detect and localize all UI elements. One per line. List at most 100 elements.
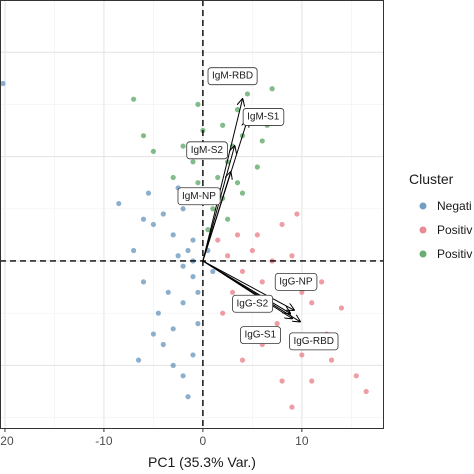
data-point	[274, 321, 280, 327]
data-point	[195, 289, 201, 295]
data-point	[190, 274, 196, 280]
data-point	[135, 357, 142, 363]
data-point	[309, 300, 315, 306]
x-axis: -20 -10 0 10 PC1 (35.3% Var.)	[0, 428, 309, 470]
data-point	[234, 180, 241, 186]
data-point	[160, 211, 166, 217]
data-point	[170, 232, 176, 238]
data-point	[180, 263, 186, 269]
legend-swatch	[419, 250, 427, 258]
loading-arrow-igg-rbd	[202, 260, 300, 322]
loading-label-text: IgM-S2	[191, 145, 224, 156]
loading-label-text: IgM-RBD	[212, 71, 253, 82]
data-point	[195, 321, 201, 327]
loading-label-text: IgG-NP	[279, 276, 313, 287]
data-point	[279, 378, 285, 384]
loading-label-igg-rbd: IgG-RBD	[289, 332, 339, 351]
data-point	[150, 331, 157, 337]
data-point	[338, 305, 345, 311]
data-point	[175, 253, 181, 259]
data-point	[165, 289, 171, 295]
loading-label-box	[274, 272, 318, 291]
data-point	[239, 268, 246, 275]
data-point	[180, 206, 186, 212]
loading-label-igm-s1: IgM-S1	[242, 108, 285, 126]
data-point	[299, 352, 305, 358]
data-point	[190, 237, 196, 243]
reference-lines	[0, 0, 384, 428]
data-point	[319, 279, 325, 285]
data-point	[225, 253, 231, 259]
data-point	[210, 206, 216, 212]
data-point	[363, 388, 369, 395]
data-point	[195, 180, 201, 186]
loading-label-box	[186, 141, 228, 160]
loading-label-box	[207, 67, 258, 86]
data-point	[195, 101, 201, 107]
panel-border	[0, 0, 384, 429]
data-point	[140, 216, 147, 222]
data-point	[244, 91, 251, 97]
data-point	[0, 80, 6, 87]
data-point	[205, 227, 211, 233]
data-point	[225, 216, 231, 222]
legend-title: Cluster	[409, 171, 454, 187]
data-point	[289, 253, 295, 259]
data-point	[150, 221, 157, 228]
data-point	[145, 190, 152, 196]
data-point	[180, 373, 186, 379]
x-axis-title: PC1 (35.3% Var.)	[148, 454, 256, 470]
data-point	[155, 310, 161, 316]
legend: Cluster Negati Positiv Positiv	[409, 171, 472, 261]
x-tick-label: -10	[95, 434, 113, 448]
loading-label-igg-np: IgG-NP	[274, 272, 318, 291]
data-point	[170, 362, 176, 368]
data-point	[353, 373, 359, 379]
legend-label: Negati	[437, 199, 472, 213]
data-point	[180, 143, 186, 149]
loading-label-box	[240, 326, 281, 344]
data-point	[220, 122, 226, 128]
loading-label-box	[232, 294, 274, 313]
loading-label-text: IgG-RBD	[293, 336, 334, 347]
data-point	[328, 357, 335, 363]
data-point	[229, 289, 236, 295]
loading-label-igm-s2: IgM-S2	[186, 141, 228, 160]
data-point	[249, 247, 255, 254]
loading-arrow-igm-np	[202, 172, 231, 262]
data-point	[234, 107, 241, 113]
data-point	[185, 394, 191, 400]
legend-swatch	[419, 226, 427, 234]
data-point	[170, 174, 176, 181]
loading-label-box	[177, 187, 221, 206]
loading-label-box	[242, 108, 285, 126]
legend-swatch	[419, 202, 427, 210]
data-point	[299, 289, 305, 295]
legend-label: Positiv	[437, 223, 472, 237]
data-point	[131, 96, 137, 102]
data-point	[215, 174, 221, 181]
data-point	[190, 352, 196, 358]
data-point	[259, 279, 265, 285]
loading-label-igm-np: IgM-NP	[177, 187, 221, 206]
x-tick-label: 10	[295, 434, 309, 448]
loading-label-text: IgM-NP	[182, 191, 216, 202]
data-point	[190, 159, 196, 165]
data-point	[254, 232, 260, 238]
data-point	[131, 247, 137, 254]
loading-arrows	[202, 99, 300, 322]
data-point	[140, 279, 147, 285]
data-point	[234, 232, 241, 238]
data-point	[210, 268, 216, 275]
data-point	[116, 200, 122, 207]
data-point	[180, 300, 186, 306]
data-point	[140, 133, 147, 139]
loading-label-text: IgG-S2	[237, 298, 269, 309]
loading-label-igm-rbd: IgM-RBD	[207, 67, 258, 86]
loading-label-text: IgM-S1	[247, 111, 280, 122]
loading-label-box	[289, 332, 339, 351]
data-point	[185, 247, 191, 254]
loading-labels: IgM-RBD IgM-S1 IgM-S2 IgM-NP IgG-NP IgG-S2 IgG…	[177, 67, 339, 351]
